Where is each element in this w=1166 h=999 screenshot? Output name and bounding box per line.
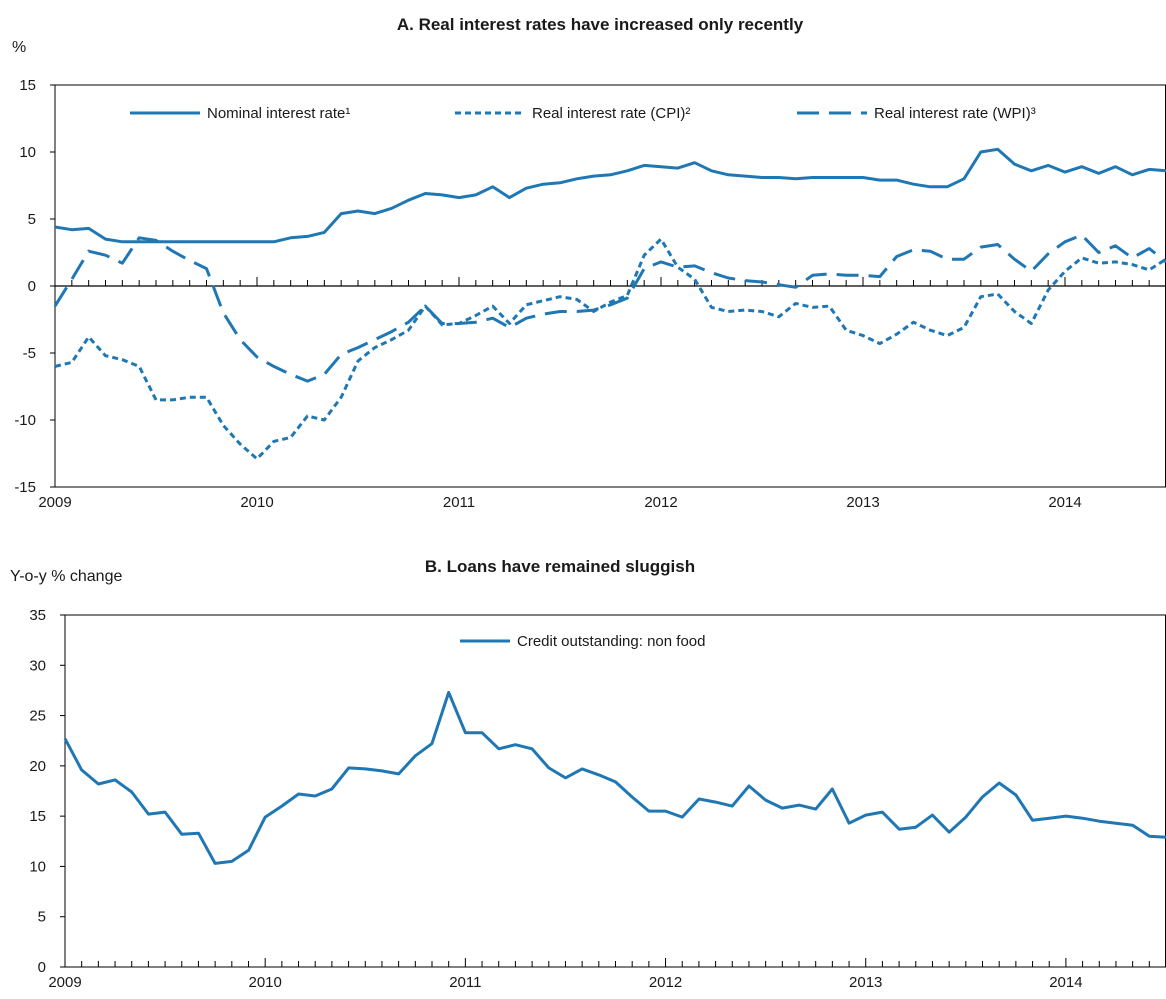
panel-b-legend-label-1: Credit outstanding: non food [517,633,705,650]
panel-a-y-tick-label: 0 [28,278,36,295]
panel-b-y-tick-label: 20 [29,758,46,775]
panel-b-x-tick-label: 2012 [649,974,682,991]
panel-a-legend-label-3: Real interest rate (WPI)³ [874,105,1036,122]
panel-a-y-tick-label: -10 [14,412,36,429]
panel-a-y-unit-label: % [12,39,26,56]
panel-b-y-tick-label: 15 [29,808,46,825]
panel-a-x-tick-label: 2013 [846,494,879,511]
panel-b-y-unit-label: Y-o-y % change [10,568,122,585]
panel-a-x-tick-label: 2009 [38,494,71,511]
panel-a-y-tick-label: 5 [28,211,36,228]
panel-b-y-tick-label: 25 [29,708,46,725]
panel-a-y-tick-label: 15 [19,77,36,94]
panel-b-x-tick-label: 2014 [1049,974,1082,991]
panel-b-y-tick-label: 30 [29,657,46,674]
panel-a-title: A. Real interest rates have increased on… [397,15,804,34]
panel-a-legend-label-2: Real interest rate (CPI)² [532,105,690,122]
panel-a-series-line-3 [53,233,1166,383]
panel-a-x-tick-label: 2012 [644,494,677,511]
panel-a-x-tick-label: 2014 [1048,494,1081,511]
panel-b-x-tick-label: 2010 [248,974,281,991]
panel-b-y-tick-label: 5 [38,909,46,926]
panel-b-x-tick-label: 2009 [48,974,81,991]
panel-a-legend-label-1: Nominal interest rate¹ [207,105,350,122]
panel-a-y-tick-label: 10 [19,144,36,161]
panel-b-y-tick-label: 10 [29,858,46,875]
panel-a-x-tick-label: 2011 [443,494,475,511]
panel-a-x-tick-label: 2010 [240,494,273,511]
panel-b-x-tick-label: 2011 [449,974,481,991]
panel-b-y-tick-label: 35 [29,607,46,624]
panel-a-series-line-1 [54,147,1166,244]
panel-a-y-tick-label: -5 [23,345,36,362]
panel-a-series-line-2 [54,237,1166,461]
panel-b-series-line-1 [63,690,1166,865]
panel-b-title: B. Loans have remained sluggish [425,557,695,576]
panel-a-y-tick-label: -15 [14,479,36,496]
panel-b-x-tick-label: 2013 [849,974,882,991]
panel-b-y-tick-label: 0 [38,959,46,976]
